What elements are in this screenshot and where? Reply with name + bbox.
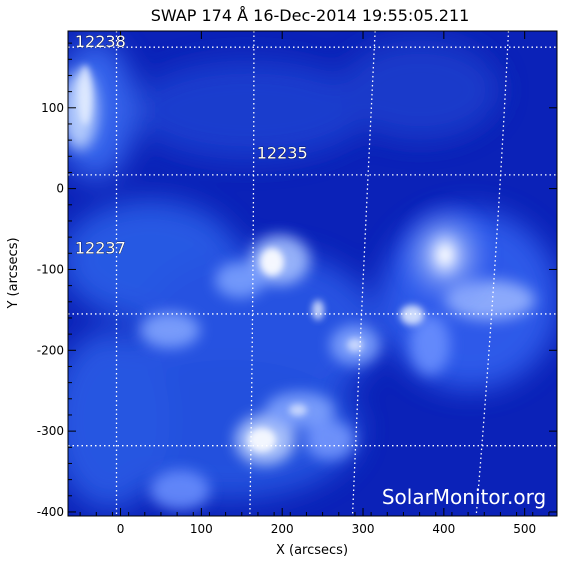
x-tick-label: 500 — [513, 522, 536, 536]
heliographic-grid — [68, 31, 557, 516]
x-axis-label: X (arcsecs) — [276, 543, 348, 558]
chart-title: SWAP 174 Å 16-Dec-2014 19:55:05.211 — [151, 6, 470, 25]
y-tick-label: -400 — [37, 505, 64, 519]
y-tick-label: 100 — [41, 101, 64, 115]
active-region-label: 12238 — [75, 32, 126, 51]
x-tick-label: 0 — [117, 522, 125, 536]
x-tick-label: 200 — [271, 522, 294, 536]
grid-longitude-line — [475, 31, 510, 516]
x-tick-label: 100 — [190, 522, 213, 536]
grid-longitude-line — [351, 31, 376, 516]
active-region-label: 12237 — [75, 238, 126, 257]
y-axis: -400 -300 -200 -100 0 100 — [37, 42, 557, 519]
solarmonitor-watermark: SolarMonitor.org — [382, 485, 546, 509]
plot-frame — [67, 30, 558, 517]
y-tick-label: 0 — [56, 182, 64, 196]
x-axis: 0 100 200 300 400 500 — [79, 31, 550, 536]
x-tick-label: 400 — [432, 522, 455, 536]
active-region-labels: 12238 12235 12237 — [75, 32, 308, 258]
y-tick-label: -300 — [37, 424, 64, 438]
y-axis-label: Y (arcsecs) — [6, 237, 21, 309]
y-tick-label: -100 — [37, 262, 64, 276]
y-tick-label: -200 — [37, 343, 64, 357]
solar-image — [68, 31, 557, 516]
x-tick-label: 300 — [352, 522, 375, 536]
active-region-label: 12235 — [257, 144, 308, 163]
